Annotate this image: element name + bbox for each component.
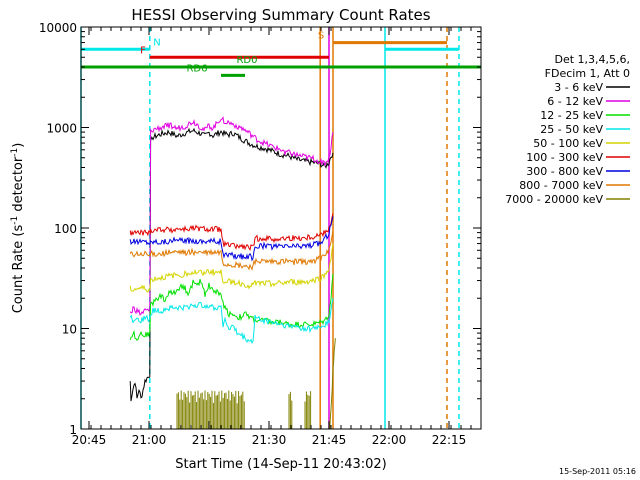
legend-label-0: 3 - 6 keV [554,81,603,94]
state-label-2: F [140,45,146,56]
series-line-7 [129,230,334,271]
series-line-8 [329,338,336,430]
series-line-5 [129,213,334,251]
legend-header-line1: Det 1,3,4,5,6, [554,53,630,66]
legend-label-8: 7000 - 20000 keV [505,193,603,206]
legend-label-6: 300 - 800 keV [526,165,603,178]
series-line-1 [129,115,334,316]
x-tick-label-5: 22:00 [372,433,407,447]
series-line-3 [129,298,334,344]
timestamp: 15-Sep-2011 05:16 [559,467,636,476]
legend-label-1: 6 - 12 keV [547,95,603,108]
x-tick-label-1: 21:00 [132,433,167,447]
y-tick-label-1: 10 [62,323,77,337]
y-axis-label-tail: detector [11,156,26,216]
legend-label-5: 100 - 300 keV [526,151,603,164]
x-tick-label-6: 22:15 [432,433,467,447]
x-tick-label-0: 20:45 [72,433,107,447]
x-tick-label-3: 21:30 [252,433,287,447]
plot-frame [80,26,482,430]
x-tick-label-4: 21:45 [312,433,347,447]
state-label-4: RD6 [186,63,207,74]
y-axis: 1 10 100 1000 10000 [39,21,481,437]
x-tick-label-2: 21:15 [192,433,227,447]
x-axis: 20:45 21:00 21:15 21:30 21:45 22:00 22:15 [72,27,482,447]
legend-label-2: 12 - 25 keV [540,109,603,122]
legend-header-line2: FDecim 1, Att 0 [545,67,630,80]
series-line-6 [129,216,334,262]
y-tick-label-3: 1000 [46,122,77,136]
legend: Det 1,3,4,5,6, FDecim 1, Att 0 3 - 6 keV… [505,53,630,206]
legend-label-4: 50 - 100 keV [533,137,603,150]
series-line-0 [129,127,334,402]
y-tick-label-0: 1 [69,423,77,437]
y-axis-label: Count Rate (s-1 detector-1) [10,143,26,314]
state-label-0: N [153,37,160,48]
legend-label-3: 25 - 50 keV [540,123,603,136]
y-tick-label-4: 10000 [39,21,77,35]
chart-title: HESSI Observing Summary Count Rates [131,6,430,24]
series-line-4 [129,243,334,293]
y-axis-label-close: ) [11,143,26,148]
state-label-3: RD0 [236,55,257,66]
y-axis-label-sup2: -1 [10,148,20,157]
y-axis-label-sup: -1 [10,216,20,225]
state-label-1: S [318,31,324,42]
y-axis-label-main: Count Rate (s [11,225,26,314]
x-axis-label: Start Time (14-Sep-11 20:43:02) [175,457,386,472]
legend-label-7: 800 - 7000 keV [519,179,603,192]
y-tick-label-2: 100 [54,222,77,236]
